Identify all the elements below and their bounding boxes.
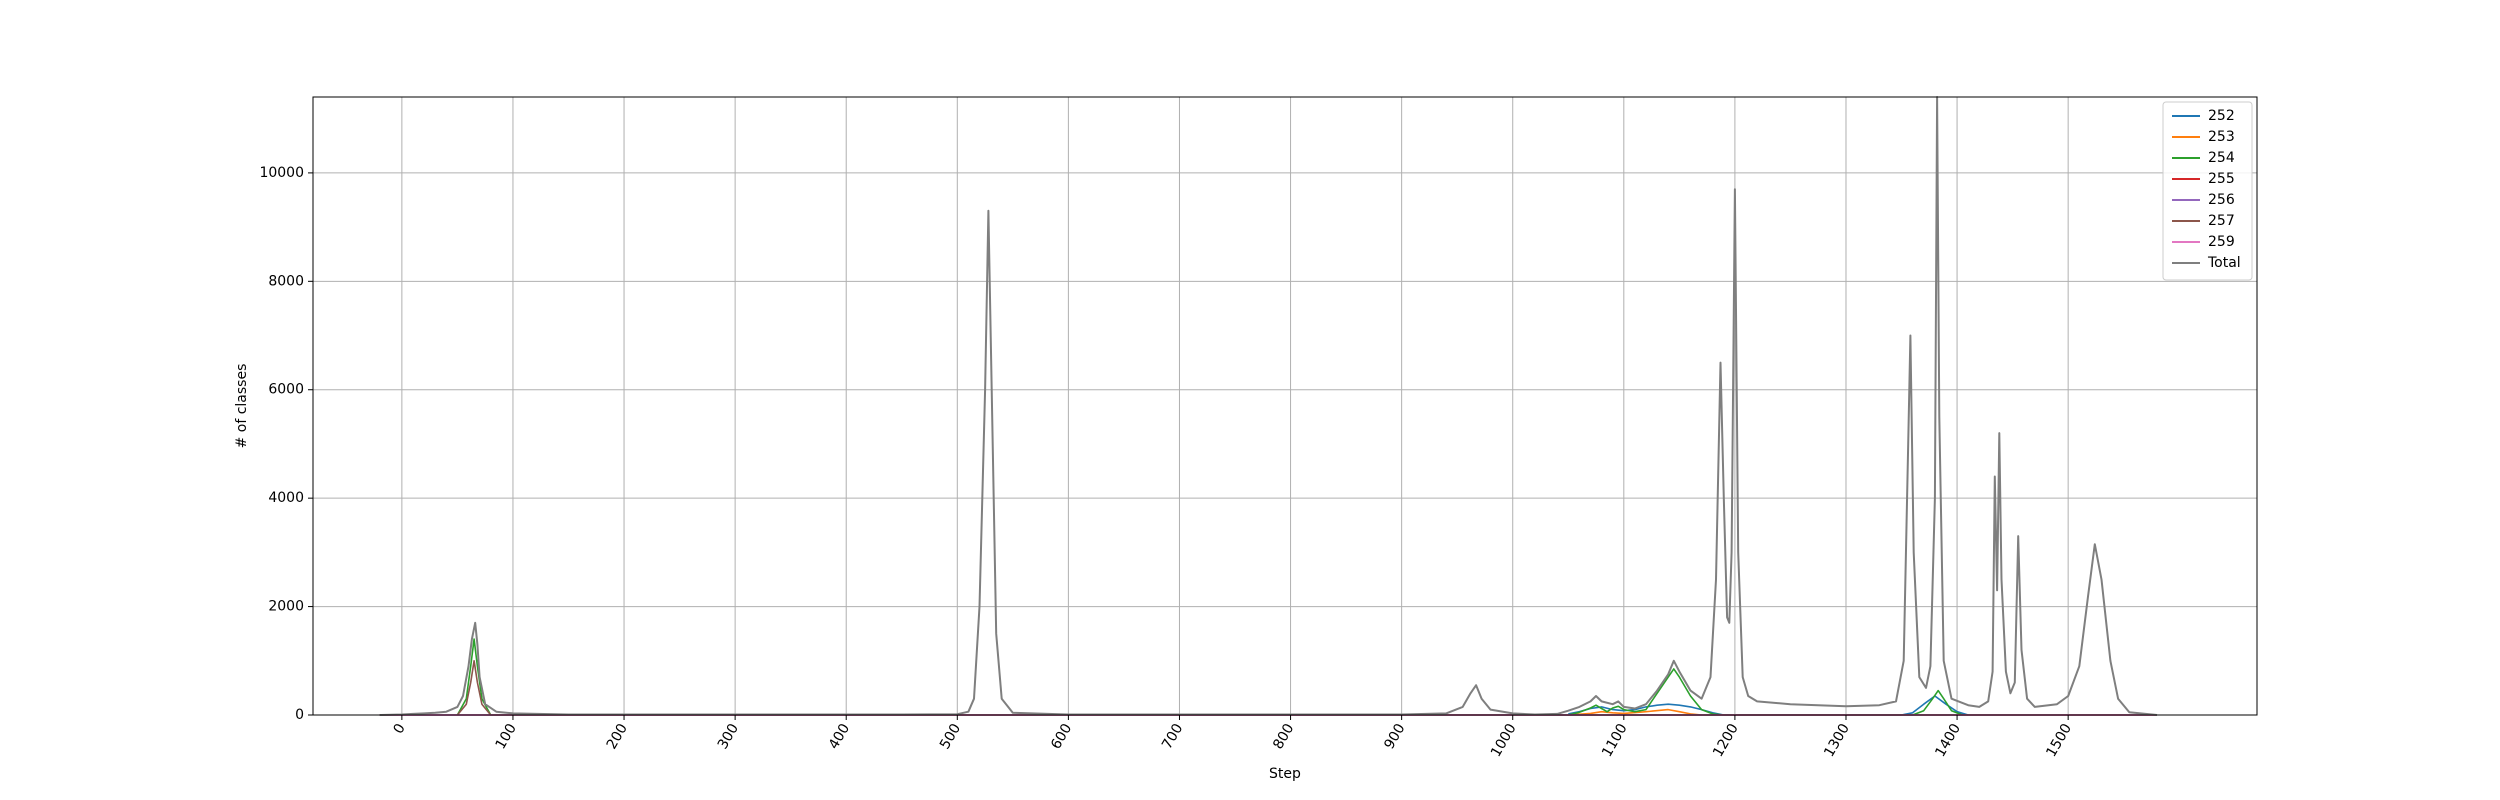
plot-frame <box>312 96 2258 716</box>
legend-entry: 252 <box>2208 108 2235 124</box>
y-tick-label: 4000 <box>268 490 304 506</box>
x-tick-label: 1100 <box>1599 721 1631 760</box>
y-tick-label: 0 <box>295 707 304 723</box>
x-tick-label: 600 <box>1048 721 1075 752</box>
legend-box <box>2162 101 2253 281</box>
x-tick-label: 300 <box>715 721 742 752</box>
x-tick-label: 900 <box>1381 721 1408 752</box>
y-axis-label: # of classes <box>234 364 250 449</box>
series-line-253 <box>1568 708 1702 716</box>
x-tick-label: 1200 <box>1710 721 1742 760</box>
y-tick-label: 10000 <box>259 165 304 181</box>
legend-entry: 256 <box>2208 192 2235 208</box>
x-tick-label: 700 <box>1159 721 1186 752</box>
x-tick-label: 0 <box>390 721 408 737</box>
x-tick-label: 1300 <box>1821 721 1853 760</box>
x-tick-label: 500 <box>937 721 964 752</box>
x-tick-label: 100 <box>493 721 520 752</box>
x-axis-label: Step <box>1269 766 1301 782</box>
x-tick-label: 400 <box>826 721 853 752</box>
y-tick-label: 8000 <box>268 273 304 289</box>
series-lines <box>379 96 2158 716</box>
x-tick-label: 1000 <box>1488 721 1520 760</box>
x-tick-label: 200 <box>604 721 631 752</box>
y-tick-label: 2000 <box>268 599 304 615</box>
series-line-257 <box>456 659 2157 716</box>
chart-legend: 252 253 254 255 256 257 259 Total <box>2162 101 2253 281</box>
legend-entry: 253 <box>2208 129 2235 145</box>
legend-entry: Total <box>2207 255 2241 271</box>
grid-lines <box>313 97 2257 716</box>
legend-entry: 255 <box>2208 171 2235 187</box>
legend-entry: 254 <box>2208 150 2235 166</box>
legend-entry: 257 <box>2208 213 2235 229</box>
x-tick-label: 1400 <box>1932 721 1964 760</box>
x-axis-ticks: 0 100 200 300 400 500 600 700 800 900 1000 1100 1200… <box>390 715 2075 760</box>
series-line-254 <box>456 638 1963 716</box>
y-axis-ticks: 0 2000 4000 6000 8000 10000 <box>259 165 313 723</box>
legend-entry: 259 <box>2208 234 2235 250</box>
x-tick-label: 800 <box>1270 721 1297 752</box>
y-tick-label: 6000 <box>268 382 304 398</box>
series-line-252 <box>1568 695 1969 716</box>
series-line-Total <box>379 96 2158 716</box>
x-tick-label: 1500 <box>2043 721 2075 760</box>
